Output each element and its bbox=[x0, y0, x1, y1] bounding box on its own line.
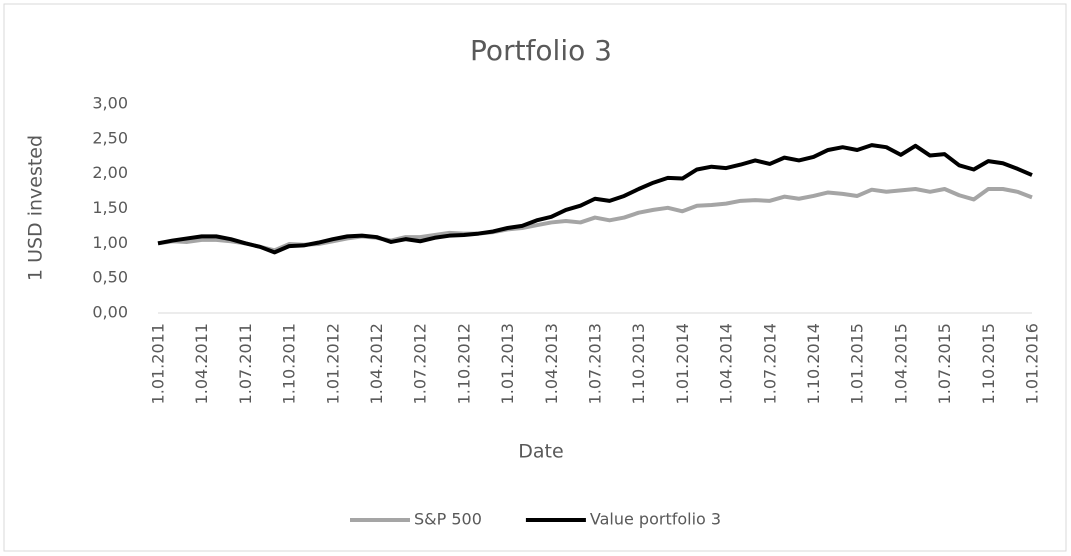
x-axis-label: Date bbox=[518, 441, 563, 463]
y-tick-label: 0,50 bbox=[92, 268, 128, 287]
x-tick-label: 1.07.2011 bbox=[236, 323, 255, 404]
x-tick-label: 1.04.2014 bbox=[717, 323, 736, 404]
x-tick-label: 1.07.2013 bbox=[586, 323, 605, 404]
x-tick-label: 1.07.2015 bbox=[935, 323, 954, 404]
x-tick-label: 1.04.2011 bbox=[192, 323, 211, 404]
y-tick-label: 0,00 bbox=[92, 303, 128, 322]
y-tick-label: 1,00 bbox=[92, 233, 128, 252]
y-tick-label: 2,00 bbox=[92, 163, 128, 182]
x-tick-label: 1.04.2013 bbox=[542, 323, 561, 404]
legend-label: Value portfolio 3 bbox=[590, 510, 721, 529]
x-tick-label: 1.07.2012 bbox=[411, 323, 430, 404]
x-tick-label: 1.01.2013 bbox=[498, 323, 517, 404]
x-tick-label: 1.01.2012 bbox=[323, 323, 342, 404]
x-tick-label: 1.01.2011 bbox=[149, 323, 168, 404]
x-tick-label: 1.10.2014 bbox=[804, 323, 823, 404]
chart-title: Portfolio 3 bbox=[470, 34, 612, 67]
y-tick-label: 2,50 bbox=[92, 128, 128, 147]
x-tick-label: 1.04.2015 bbox=[891, 323, 910, 404]
x-tick-label: 1.01.2015 bbox=[848, 323, 867, 404]
legend-label: S&P 500 bbox=[414, 510, 482, 529]
x-tick-label: 1.01.2016 bbox=[1023, 323, 1042, 404]
x-tick-label: 1.07.2014 bbox=[760, 323, 779, 404]
x-tick-label: 1.10.2013 bbox=[629, 323, 648, 404]
x-tick-label: 1.10.2012 bbox=[454, 323, 473, 404]
chart-border bbox=[3, 3, 1067, 552]
x-tick-label: 1.10.2011 bbox=[280, 323, 299, 404]
y-axis-label: 1 USD invested bbox=[25, 135, 47, 281]
x-tick-label: 1.01.2014 bbox=[673, 323, 692, 404]
y-tick-label: 1,50 bbox=[92, 198, 128, 217]
x-tick-label: 1.04.2012 bbox=[367, 323, 386, 404]
series-line bbox=[157, 143, 1033, 255]
y-tick-label: 3,00 bbox=[92, 94, 128, 113]
x-tick-label: 1.10.2015 bbox=[979, 323, 998, 404]
